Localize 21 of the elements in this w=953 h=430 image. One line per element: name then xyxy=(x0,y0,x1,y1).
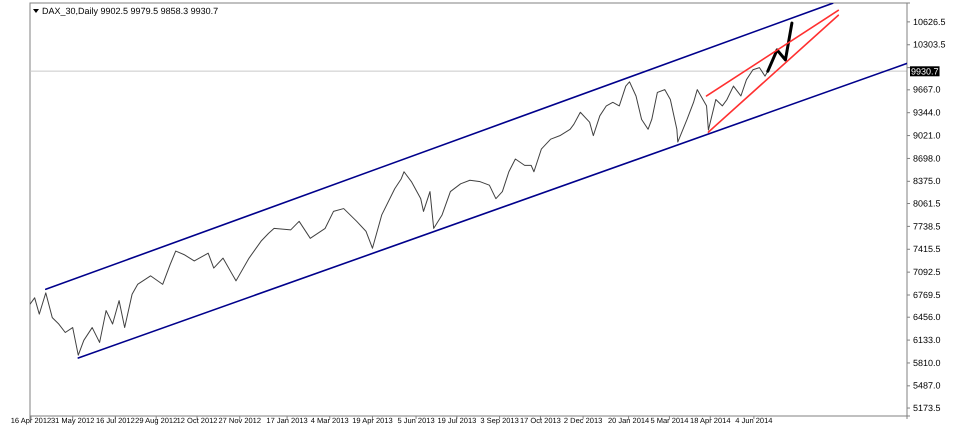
ref-line-label: 9930.7 xyxy=(911,66,939,76)
y-tick-label: 10626.5 xyxy=(913,16,946,27)
line-series xyxy=(30,67,768,356)
y-tick-label: 8375.0 xyxy=(913,176,941,186)
y-tick-label: 8061.5 xyxy=(913,198,941,208)
y-tick-label: 5810.0 xyxy=(913,358,941,368)
y-tick-label: 9021.0 xyxy=(913,130,941,140)
y-tick-label: 8698.0 xyxy=(913,153,941,164)
y-tick-label: 6769.5 xyxy=(913,290,941,300)
chart-title: DAX_30,Daily 9902.5 9979.5 9858.3 9930.7 xyxy=(42,6,218,16)
line-series xyxy=(766,22,794,73)
y-tick-label: 7738.5 xyxy=(913,221,941,232)
y-tick-label: 5173.5 xyxy=(913,402,941,413)
y-tick-label: 6133.0 xyxy=(913,334,941,345)
y-tick-label: 9344.0 xyxy=(913,108,941,118)
y-tick-label: 6456.0 xyxy=(913,312,941,322)
y-tick-label: 7415.5 xyxy=(913,244,941,254)
y-tick-label: 9667.0 xyxy=(913,84,941,95)
y-tick-label: 7092.5 xyxy=(913,267,941,278)
y-tick-label: 5487.0 xyxy=(913,380,941,391)
y-tick-label: 10303.5 xyxy=(913,40,946,50)
